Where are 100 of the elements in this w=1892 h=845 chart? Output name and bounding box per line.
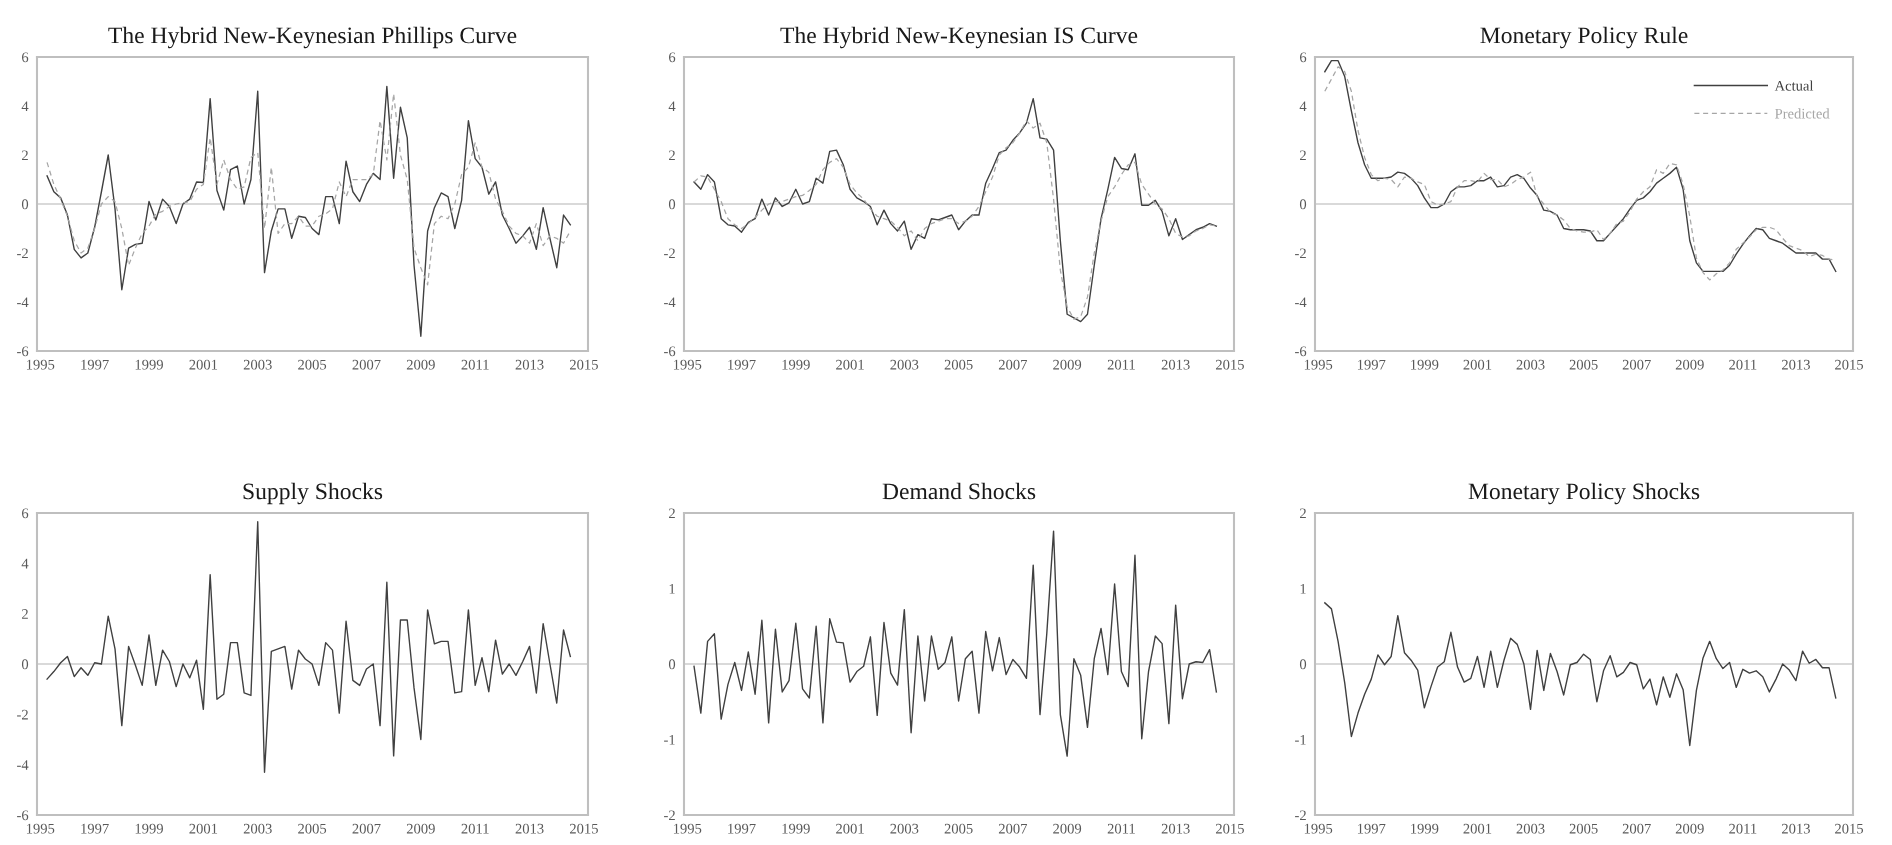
x-tick-label: 2011 [1107, 823, 1135, 834]
x-tick-label: 2009 [1053, 823, 1082, 834]
x-tick-label: 2009 [1675, 823, 1704, 834]
chart-title: Supply Shocks [243, 482, 383, 505]
x-tick-label: 1995 [26, 359, 55, 370]
y-tick-label: 2 [669, 508, 675, 519]
y-tick-label: -2 [664, 810, 675, 821]
y-tick-label: 2 [669, 150, 675, 161]
y-tick-label: 0 [21, 659, 29, 670]
x-tick-label: 2013 [515, 359, 544, 370]
x-tick-label: 1997 [81, 823, 109, 834]
y-tick-label: 0 [1299, 659, 1307, 670]
chart-title: Monetary Policy Shocks [1468, 482, 1700, 505]
x-tick-label: 2003 [1516, 823, 1545, 834]
x-tick-label: 1997 [81, 359, 109, 370]
y-tick-label: -4 [17, 760, 29, 770]
x-tick-label: 1997 [1357, 823, 1386, 834]
x-tick-label: 2011 [1107, 359, 1135, 370]
x-tick-label: 1999 [782, 823, 810, 834]
x-tick-label: 2003 [243, 359, 272, 370]
x-tick-label: 2003 [243, 823, 272, 834]
line-series [693, 530, 1218, 757]
y-tick-label: 2 [22, 150, 28, 161]
y-tick-label: 6 [1300, 52, 1307, 63]
y-tick-label: 6 [22, 508, 29, 519]
x-tick-label: 2007 [998, 823, 1028, 834]
x-tick-label: 2015 [1835, 359, 1864, 370]
y-tick-label: 4 [21, 558, 29, 569]
x-tick-label: 2005 [944, 359, 973, 370]
x-tick-label: 2007 [1622, 359, 1651, 370]
y-tick-label: 2 [1300, 508, 1306, 519]
x-tick-label: 2003 [890, 359, 919, 370]
y-tick-label: 4 [668, 101, 676, 112]
y-tick-label: 2 [22, 609, 28, 619]
x-tick-label: 2001 [189, 359, 218, 370]
x-tick-label: 2015 [569, 823, 598, 834]
x-tick-label: 2001 [836, 359, 864, 370]
x-tick-label: 2009 [406, 359, 435, 370]
y-tick-label: -6 [17, 810, 29, 821]
y-tick-label: -6 [17, 346, 29, 357]
chart-title: The Hybrid New-Keynesian IS Curve [780, 26, 1138, 49]
x-tick-label: 2013 [515, 823, 544, 834]
y-tick-label: -6 [1295, 346, 1307, 357]
x-tick-label: 2009 [1675, 359, 1704, 370]
y-tick-label: 1 [1300, 583, 1306, 594]
x-tick-label: 1999 [135, 359, 163, 370]
y-tick-label: -6 [664, 346, 676, 357]
x-tick-label: 2003 [1516, 359, 1545, 370]
x-tick-label: 1995 [1304, 359, 1333, 370]
x-tick-label: 2005 [1569, 823, 1598, 834]
x-tick-label: 2001 [1463, 823, 1492, 834]
x-tick-label: 2011 [461, 359, 489, 370]
y-tick-label: -2 [1295, 810, 1306, 821]
x-tick-label: 2007 [352, 823, 381, 834]
y-tick-label: -4 [1295, 297, 1307, 308]
x-tick-label: 1995 [673, 359, 702, 370]
chart-title: Monetary Policy Rule [1480, 26, 1688, 49]
x-tick-label: 2001 [1463, 359, 1492, 370]
x-tick-label: 2005 [298, 823, 327, 834]
y-tick-label: 0 [668, 199, 676, 210]
y-tick-label: 6 [22, 52, 29, 63]
x-tick-label: 2015 [1835, 823, 1864, 834]
x-tick-label: 2009 [1053, 359, 1082, 370]
x-tick-label: 1997 [1357, 359, 1386, 370]
y-tick-label: -4 [664, 297, 676, 308]
x-tick-label: 2011 [461, 823, 489, 834]
x-tick-label: 2007 [352, 359, 381, 370]
line-series [46, 93, 571, 286]
y-tick-label: -1 [664, 734, 675, 745]
x-tick-label: 1999 [1411, 359, 1439, 370]
x-tick-label: 1999 [1411, 823, 1439, 834]
y-tick-label: 4 [1299, 101, 1307, 112]
x-tick-label: 1997 [728, 823, 756, 834]
y-tick-label: 0 [1299, 199, 1307, 210]
x-tick-label: 2013 [1161, 359, 1190, 370]
x-tick-label: 2005 [1569, 359, 1598, 370]
x-tick-label: 1995 [26, 823, 55, 834]
y-tick-label: -2 [1295, 248, 1306, 259]
x-tick-label: 2011 [1729, 823, 1757, 834]
line-series [1324, 602, 1837, 747]
y-tick-label: 1 [669, 583, 675, 594]
y-tick-label: -4 [17, 297, 29, 308]
x-tick-label: 2001 [189, 823, 218, 834]
x-tick-label: 2013 [1781, 359, 1810, 370]
chart-title: The Hybrid New-Keynesian Phillips Curve [108, 26, 517, 49]
x-tick-label: 2003 [890, 823, 919, 834]
y-tick-label: -2 [664, 248, 675, 259]
x-tick-label: 2015 [569, 359, 598, 370]
x-tick-label: 2009 [406, 823, 435, 834]
y-tick-label: 0 [21, 199, 29, 210]
x-tick-label: 2015 [1215, 359, 1244, 370]
text: Predicted [1775, 108, 1830, 119]
y-tick-label: -2 [17, 248, 28, 259]
x-tick-label: 1999 [135, 823, 163, 834]
x-tick-label: 2013 [1161, 823, 1190, 834]
x-tick-label: 2015 [1215, 823, 1244, 834]
y-tick-label: -1 [1295, 734, 1306, 745]
x-tick-label: 1995 [1304, 823, 1333, 834]
y-tick-label: 6 [669, 52, 676, 63]
x-tick-label: 2001 [836, 823, 864, 834]
